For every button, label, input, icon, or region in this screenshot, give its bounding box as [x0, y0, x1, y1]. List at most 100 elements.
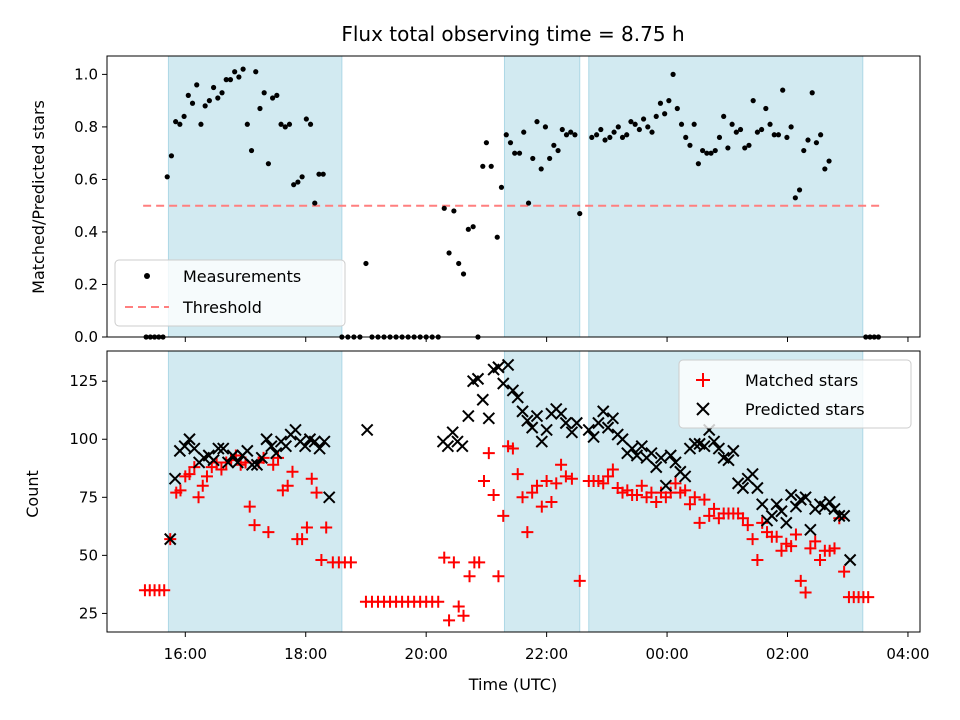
- matched-stars-point: [310, 486, 323, 499]
- measurement-point: [494, 234, 500, 240]
- legend-matched-marker: [696, 373, 710, 387]
- predicted-stars-point: [746, 467, 759, 481]
- measurement-point: [818, 132, 824, 138]
- matched-stars-point: [814, 554, 827, 567]
- measurement-points: [143, 66, 882, 340]
- matched-stars-point: [775, 544, 788, 557]
- predicted-stars-point: [722, 453, 735, 467]
- measurement-point: [775, 132, 782, 138]
- predicted-stars-point: [360, 423, 374, 437]
- measurement-point: [236, 74, 242, 80]
- measurement-point: [307, 121, 314, 127]
- predicted-stars-point: [601, 421, 615, 434]
- measurement-point: [670, 71, 676, 77]
- predicted-stars-point: [525, 421, 539, 434]
- measurement-point: [483, 140, 489, 146]
- matched-stars-point: [521, 526, 534, 539]
- measurement-point: [577, 210, 583, 217]
- predicted-stars-point: [554, 407, 568, 420]
- x-axis-label: Time (UTC): [468, 675, 557, 694]
- measurement-point: [547, 155, 553, 162]
- matched-stars-point: [746, 533, 759, 546]
- measurement-point: [185, 92, 191, 98]
- predicted-stars-point: [775, 505, 788, 518]
- predicted-stars-point: [736, 481, 750, 495]
- measurement-point: [657, 100, 664, 106]
- matched-stars-point: [698, 493, 711, 506]
- matched-stars-point: [679, 484, 692, 497]
- predicted-stars-point: [712, 442, 726, 455]
- predicted-stars-point: [606, 412, 620, 425]
- predicted-stars-point: [789, 500, 803, 513]
- measurement-point: [164, 174, 170, 180]
- measurement-point: [555, 147, 561, 154]
- predicted-stars-point: [837, 509, 851, 523]
- matched-stars-point: [305, 472, 318, 485]
- measurement-point: [589, 134, 595, 141]
- measurement-point: [303, 116, 309, 122]
- predicted-stars-point: [221, 456, 235, 469]
- measurement-point: [227, 77, 234, 83]
- measurement-point: [248, 147, 255, 154]
- measurement-point: [563, 132, 570, 138]
- measurement-point: [498, 184, 505, 190]
- matched-stars-point: [789, 528, 802, 541]
- matched-stars-point: [492, 570, 505, 583]
- predicted-stars-point: [308, 435, 321, 448]
- predicted-stars-point: [521, 414, 534, 427]
- matched-stars-point: [158, 584, 171, 597]
- measurement-point: [521, 129, 527, 135]
- predicted-stars-point: [799, 491, 812, 504]
- matched-stars-point: [463, 570, 476, 583]
- matched-stars-point: [693, 516, 706, 529]
- measurement-point: [168, 153, 175, 159]
- measurement-point: [198, 121, 204, 127]
- matched-stars-point: [320, 521, 333, 534]
- predicted-stars-point: [298, 440, 312, 453]
- top-y-axis-label: Matched/Predicted stars: [29, 100, 48, 294]
- matched-stars-point: [482, 447, 495, 460]
- measurement-point: [674, 105, 680, 112]
- matched-stars-point: [192, 491, 205, 504]
- measurement-point: [704, 150, 710, 156]
- measurement-point: [826, 158, 832, 164]
- top-y-axis-ticks: 0.0 0.2 0.4 0.6 0.8 1.0: [74, 65, 107, 346]
- matched-stars-point: [215, 463, 228, 476]
- matched-stars-point: [432, 595, 445, 608]
- x-tick-label: 04:00: [886, 645, 929, 663]
- predicted-stars-point: [756, 498, 769, 511]
- predicted-stars-point: [265, 440, 278, 453]
- matched-stars-point: [344, 556, 357, 569]
- measurement-point: [750, 98, 756, 104]
- measurement-point: [265, 161, 271, 167]
- legend-predicted-label: Predicted stars: [745, 400, 865, 419]
- measurement-point: [813, 140, 820, 146]
- measurement-point: [708, 150, 714, 156]
- legend-measurements-marker: [144, 273, 150, 279]
- predicted-stars-point: [516, 405, 529, 418]
- predicted-stars-point: [462, 409, 475, 423]
- matched-stars-point: [196, 479, 209, 492]
- x-tick-label: 00:00: [645, 645, 688, 663]
- predicted-stars-point: [501, 358, 515, 372]
- legend-matched-label: Matched stars: [745, 371, 858, 390]
- bottom-legend-box: [678, 359, 912, 429]
- measurement-point: [628, 119, 634, 125]
- predicted-stars-point: [597, 405, 610, 418]
- measurement-point: [615, 124, 621, 130]
- predicted-stars-point: [804, 523, 817, 537]
- predicted-stars-point: [313, 442, 326, 455]
- x-tick-label: 18:00: [284, 645, 327, 663]
- measurement-point: [602, 137, 608, 143]
- bottom-y-tick-label: 75: [79, 488, 98, 506]
- matched-stars-point: [741, 519, 754, 532]
- measurement-point: [780, 87, 786, 93]
- measurement-point: [594, 132, 600, 138]
- predicted-stars-point: [492, 361, 505, 374]
- matched-stars-point: [756, 516, 769, 529]
- matched-stars-point: [573, 574, 586, 587]
- matched-stars-point: [550, 477, 563, 490]
- matched-stars-point: [809, 535, 822, 548]
- measurement-point: [619, 134, 626, 141]
- predicted-stars-point: [559, 416, 573, 430]
